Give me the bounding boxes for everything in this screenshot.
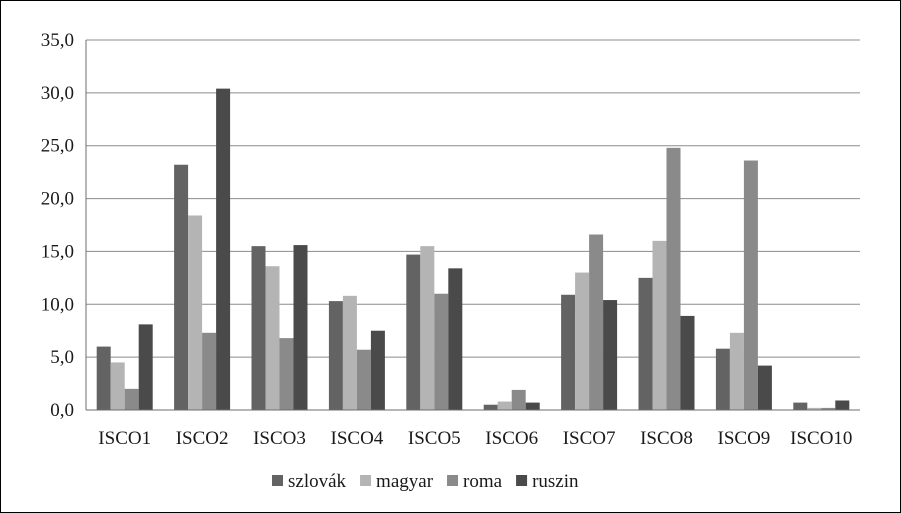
bar-isco9-3 (757, 365, 772, 410)
x-tick-label: ISCO4 (331, 428, 384, 449)
legend-swatch (516, 475, 528, 486)
y-tick-label: 30,0 (41, 83, 74, 104)
y-tick-label: 10,0 (41, 294, 74, 315)
bar-isco3-3 (293, 245, 308, 410)
bar-isco6-3 (525, 402, 540, 410)
bar-isco3-1 (265, 266, 280, 410)
legend-label: szlovák (288, 471, 347, 492)
x-tick-label: ISCO10 (790, 428, 852, 449)
y-tick-label: 5,0 (50, 347, 74, 368)
bar-isco6-2 (511, 389, 526, 410)
bar-isco6-0 (483, 404, 498, 410)
y-tick-labels: 0,0 5,0 10,0 15,0 20,0 25,0 30,0 35,0 (41, 30, 74, 421)
legend-swatch (272, 475, 283, 486)
bar-isco5-1 (420, 246, 435, 410)
bar-isco9-0 (715, 348, 730, 410)
x-tick-label: ISCO3 (253, 428, 306, 449)
legend-label: ruszin (532, 471, 579, 492)
x-tick-label: ISCO2 (176, 428, 229, 449)
bar-isco9-1 (729, 332, 744, 410)
bar-isco1-2 (124, 388, 139, 410)
bar-isco7-0 (561, 294, 576, 410)
y-tick-label: 25,0 (41, 136, 74, 157)
bar-isco5-3 (448, 268, 463, 410)
bar-isco8-0 (638, 277, 653, 410)
bar-isco7-3 (603, 300, 618, 410)
x-tick-label: ISCO6 (485, 428, 538, 449)
bar-isco7-2 (589, 234, 604, 410)
bars (96, 88, 850, 411)
x-tick-labels: ISCO1 ISCO2 ISCO3 ISCO4 ISCO5 ISCO6 ISCO7 ISCO8… (98, 428, 852, 449)
bar-isco4-3 (370, 330, 385, 410)
bar-isco10-1 (807, 407, 822, 410)
y-tick-label: 15,0 (41, 241, 74, 262)
x-tick-label: ISCO8 (640, 428, 693, 449)
bar-isco1-1 (110, 362, 125, 410)
bar-isco6-1 (497, 401, 512, 410)
bar-isco10-2 (821, 407, 836, 410)
legend-label: magyar (376, 471, 434, 492)
x-tick-label: ISCO9 (718, 428, 771, 449)
x-tick-label: ISCO1 (98, 428, 151, 449)
x-tick-label: ISCO5 (408, 428, 461, 449)
bar-isco2-3 (216, 88, 231, 410)
bar-isco2-1 (188, 215, 203, 410)
y-tick-label: 35,0 (41, 30, 74, 51)
bar-isco10-0 (793, 402, 808, 410)
bar-isco10-3 (835, 400, 850, 410)
bar-isco1-0 (96, 346, 111, 410)
bar-isco4-0 (328, 301, 343, 410)
axes (85, 40, 860, 411)
bar-isco1-3 (138, 324, 153, 410)
x-tick-label: ISCO7 (563, 428, 616, 449)
bar-isco8-3 (680, 315, 695, 410)
bar-isco8-1 (652, 240, 667, 410)
bar-isco5-2 (434, 293, 449, 410)
y-tick-label: 20,0 (41, 189, 74, 210)
bar-isco3-2 (279, 338, 294, 410)
bar-isco3-0 (251, 246, 266, 410)
legend-swatch (360, 475, 372, 486)
bar-isco9-2 (743, 160, 758, 410)
bar-isco8-2 (666, 147, 681, 411)
bar-isco4-2 (356, 349, 371, 410)
y-tick-label: 0,0 (50, 400, 74, 421)
bar-isco2-0 (174, 164, 189, 410)
bar-isco7-1 (575, 272, 590, 410)
bar-isco2-2 (202, 332, 217, 410)
legend-label: roma (463, 471, 503, 492)
legend: szlovák magyar roma ruszin (272, 471, 579, 492)
bar-isco4-1 (342, 295, 357, 410)
bar-isco5-0 (406, 254, 421, 410)
legend-swatch (447, 475, 459, 486)
